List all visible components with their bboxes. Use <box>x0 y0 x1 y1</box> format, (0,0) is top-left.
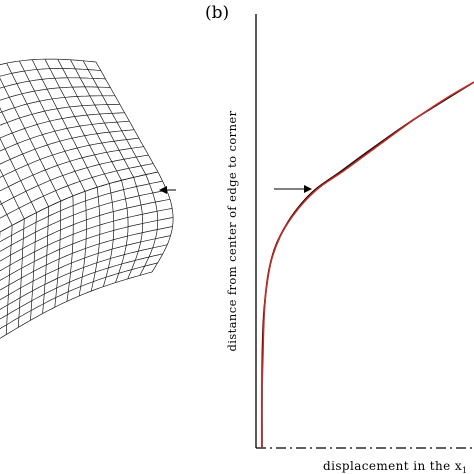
red-curve <box>261 81 474 449</box>
plot-panel: (b) distance from center of edge to corn… <box>205 3 474 474</box>
x-axis-label: displacement in the x1 <box>323 459 468 474</box>
panel-label: (b) <box>205 3 229 23</box>
black-curve <box>261 81 474 449</box>
y-axis-label: distance from center of edge to corner <box>225 110 239 351</box>
deformed-mesh <box>0 58 174 339</box>
